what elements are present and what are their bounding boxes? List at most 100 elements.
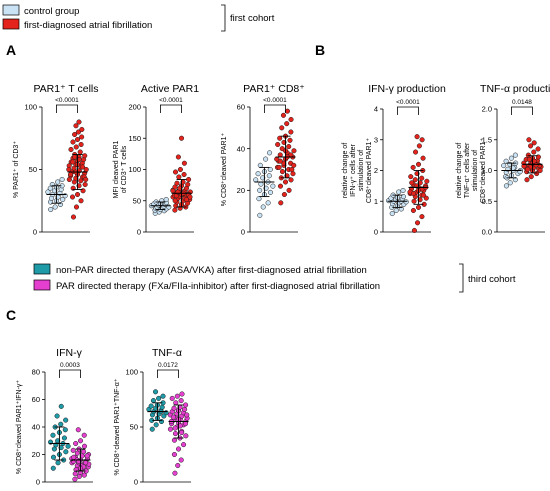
data-point bbox=[267, 189, 274, 195]
y-axis-label-line: stimulation of bbox=[472, 150, 479, 191]
data-point bbox=[72, 131, 78, 138]
data-point bbox=[78, 198, 84, 204]
chart-title: TNF-α bbox=[152, 347, 182, 359]
data-point bbox=[423, 195, 429, 201]
data-point bbox=[280, 112, 287, 118]
chart-5: TNF-α production 0.0 0.5 1.0 1.5 2.0 relative … bbox=[456, 83, 550, 237]
data-point bbox=[183, 196, 189, 203]
data-point bbox=[537, 167, 543, 174]
data-point bbox=[83, 460, 89, 466]
data-point bbox=[512, 152, 518, 158]
legend-swatch-control bbox=[2, 4, 20, 16]
data-point bbox=[525, 152, 531, 158]
data-point bbox=[526, 137, 532, 143]
data-point bbox=[172, 431, 179, 437]
data-point bbox=[58, 421, 64, 427]
legend-swatch-nonpar bbox=[33, 263, 51, 275]
p-value-label: 0.0148 bbox=[512, 99, 532, 106]
data-point bbox=[415, 204, 422, 210]
series-1 bbox=[45, 176, 68, 213]
data-point bbox=[61, 435, 67, 441]
data-point bbox=[175, 462, 181, 469]
y-axis-label-line: TNF-α⁺ cells after bbox=[464, 142, 471, 198]
y-tick-label: 80 bbox=[32, 368, 40, 377]
data-point bbox=[58, 445, 64, 451]
data-point bbox=[393, 207, 399, 214]
y-tick-label: 60 bbox=[237, 103, 245, 112]
data-point bbox=[535, 146, 541, 152]
data-point bbox=[184, 412, 190, 418]
data-point bbox=[265, 200, 271, 206]
y-tick-label: 150 bbox=[128, 134, 141, 143]
data-point bbox=[70, 139, 76, 145]
legend-cohort-first: first cohort bbox=[230, 13, 275, 24]
data-point bbox=[260, 204, 266, 210]
data-point bbox=[266, 150, 273, 156]
y-tick-label: 40 bbox=[237, 144, 245, 153]
data-point bbox=[74, 191, 81, 198]
y-axis-label-line: CD8⁺cleaved PAR1⁺ bbox=[480, 138, 487, 204]
data-point bbox=[76, 119, 82, 125]
data-point bbox=[72, 476, 78, 482]
y-tick-label: 0.0 bbox=[482, 228, 492, 237]
data-point bbox=[288, 116, 294, 123]
data-point bbox=[182, 421, 189, 427]
y-tick-label: 3 bbox=[374, 135, 378, 144]
y-axis-label: relative change ofTNF-α⁺ cells afterstim… bbox=[456, 138, 487, 204]
data-point bbox=[186, 176, 192, 183]
data-point bbox=[417, 180, 423, 186]
data-point bbox=[415, 161, 422, 167]
data-point bbox=[281, 191, 287, 198]
data-point bbox=[503, 183, 509, 189]
data-point bbox=[424, 178, 430, 184]
p-value-label: <0.0001 bbox=[396, 99, 420, 106]
y-axis-label: % PAR1⁺ of CD3⁺ bbox=[13, 141, 20, 198]
chart-title: PAR1⁺ CD8⁺ bbox=[243, 83, 305, 95]
p-value-label: 0.0172 bbox=[158, 362, 178, 369]
data-point bbox=[59, 176, 65, 183]
data-point bbox=[257, 187, 263, 193]
data-point bbox=[411, 198, 417, 204]
y-tick-label: 1.5 bbox=[482, 135, 492, 144]
y-tick-label: 50 bbox=[130, 423, 138, 432]
series-2 bbox=[167, 391, 190, 476]
data-point bbox=[275, 141, 281, 148]
data-point bbox=[178, 135, 185, 141]
data-point bbox=[181, 171, 187, 178]
data-point bbox=[408, 174, 414, 180]
data-point bbox=[187, 194, 193, 200]
data-point bbox=[77, 438, 84, 444]
y-tick-label: 0 bbox=[241, 228, 245, 237]
y-tick-label: 50 bbox=[133, 196, 141, 205]
data-point bbox=[152, 389, 159, 395]
data-point bbox=[172, 198, 178, 204]
data-point bbox=[409, 180, 415, 186]
data-point bbox=[507, 180, 513, 186]
data-point bbox=[79, 134, 85, 140]
legend-swatch-par bbox=[33, 279, 51, 291]
data-point bbox=[54, 413, 60, 419]
data-point bbox=[174, 393, 180, 399]
data-point bbox=[525, 166, 531, 172]
data-point bbox=[416, 143, 422, 149]
data-point bbox=[400, 187, 406, 194]
data-point bbox=[75, 427, 81, 433]
y-tick-label: 40 bbox=[32, 423, 40, 432]
y-tick-label: 1.0 bbox=[482, 166, 492, 175]
data-point bbox=[531, 140, 537, 146]
data-point bbox=[412, 177, 418, 183]
y-tick-label: 60 bbox=[32, 395, 40, 404]
y-axis-label: % CD8⁺cleaved PAR1⁺ bbox=[221, 132, 228, 206]
legend-label-par: PAR directed therapy (FXa/FIIa-inhibitor… bbox=[56, 281, 380, 292]
data-point bbox=[70, 447, 76, 453]
data-point bbox=[267, 166, 273, 173]
y-tick-label: 4 bbox=[374, 105, 378, 114]
data-point bbox=[403, 199, 409, 205]
data-point bbox=[173, 400, 179, 406]
data-point bbox=[82, 153, 88, 159]
series-1 bbox=[386, 187, 409, 217]
y-tick-label: 1 bbox=[374, 197, 378, 206]
y-axis-label-line: MFI cleaved PAR1 bbox=[113, 140, 120, 198]
data-point bbox=[148, 403, 154, 409]
